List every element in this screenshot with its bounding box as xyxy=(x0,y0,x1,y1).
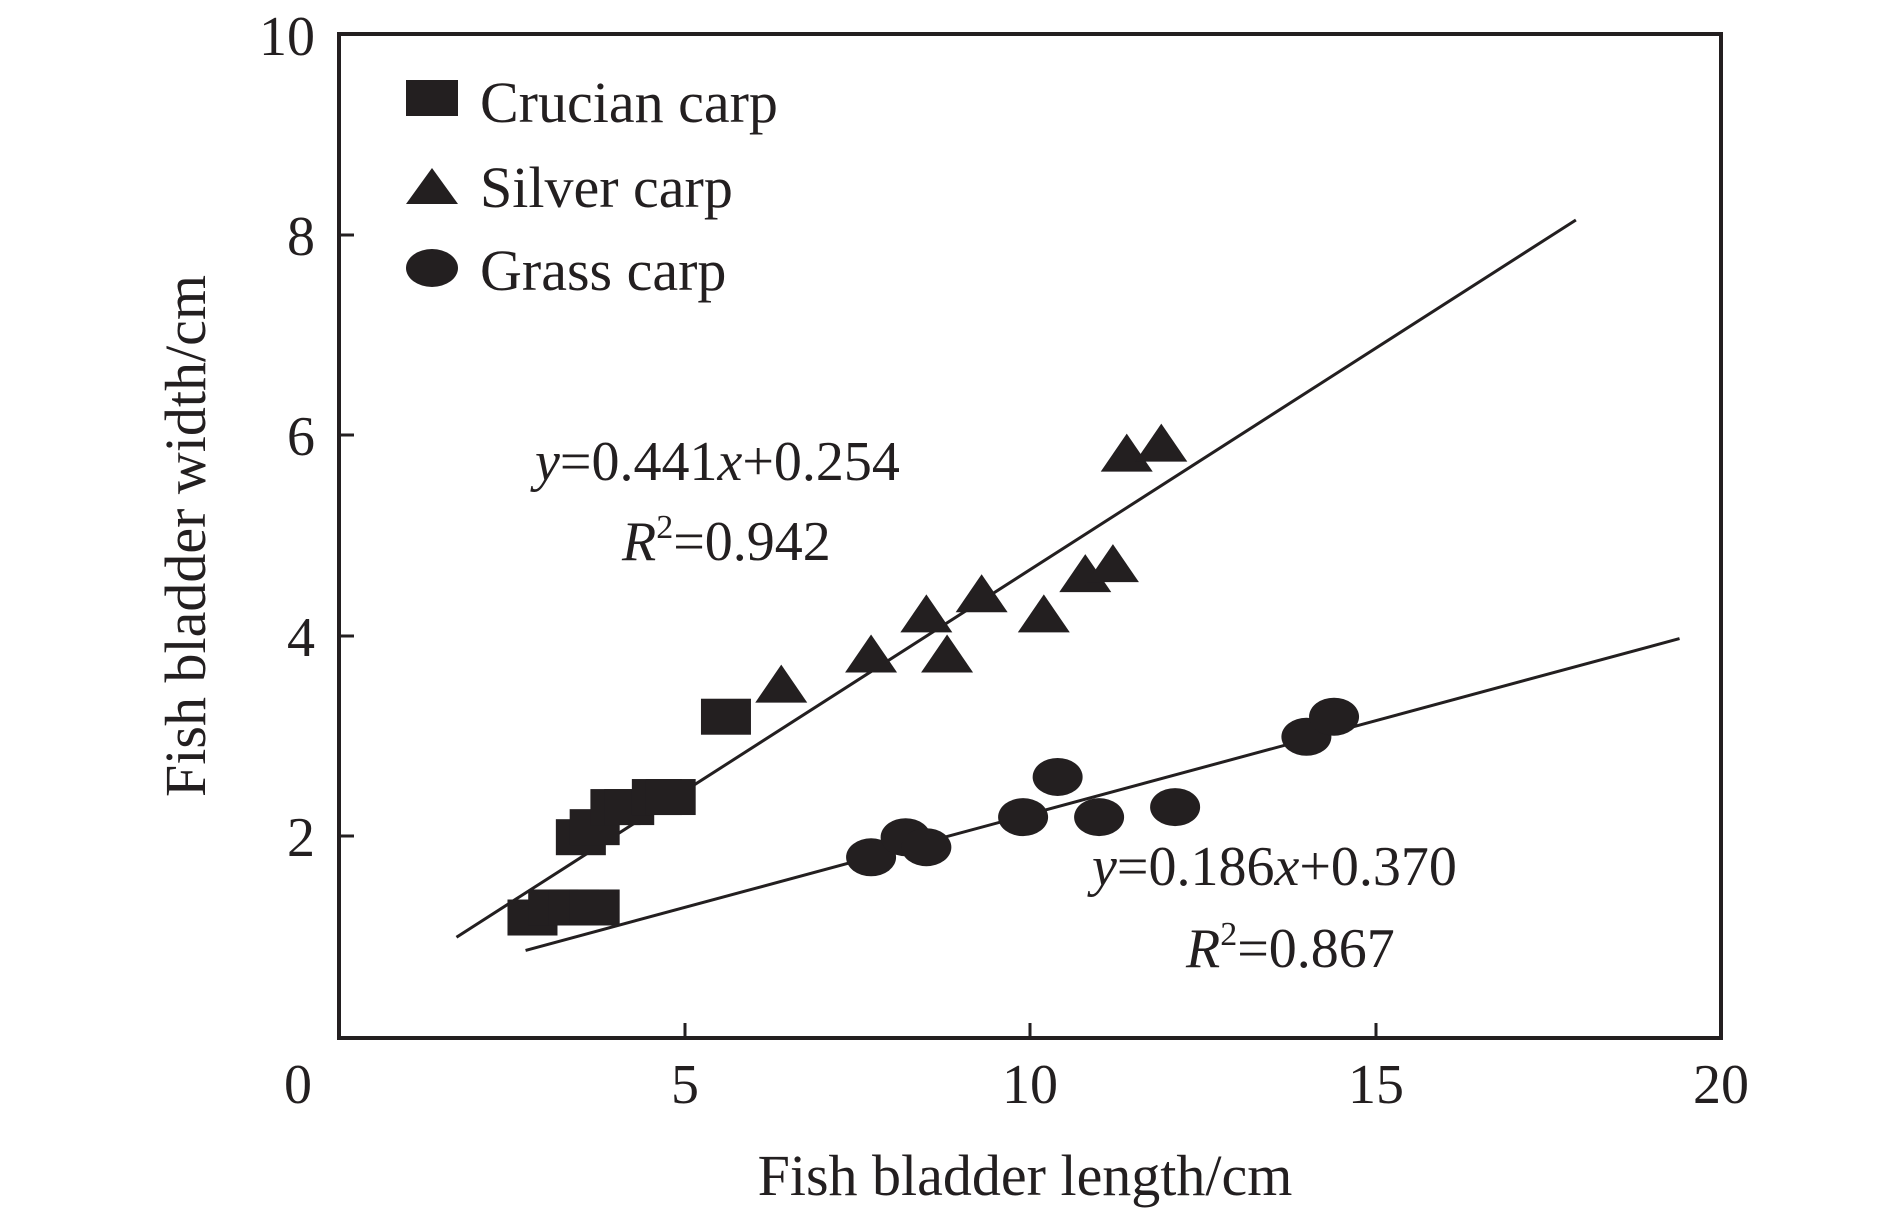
data-point-crucian-carp xyxy=(569,889,620,926)
legend-label-silver-carp: Silver carp xyxy=(480,155,733,220)
legend-label-grass-carp: Grass carp xyxy=(480,238,726,303)
y-axis: 2 4 6 8 10 xyxy=(259,6,354,869)
x-axis: 0 5 10 15 20 xyxy=(284,1023,1749,1116)
data-point-silver-carp xyxy=(921,634,974,673)
y-tick-label: 6 xyxy=(287,406,315,468)
legend: Crucian carp Silver carp Grass carp xyxy=(406,70,778,303)
eq-x-symbol: x xyxy=(716,431,742,493)
legend-marker-circle xyxy=(406,249,458,287)
legend-label-crucian-carp: Crucian carp xyxy=(480,70,778,135)
x-tick-label: 20 xyxy=(1693,1054,1749,1116)
y-tick-label: 10 xyxy=(259,6,315,68)
data-point-silver-carp xyxy=(1100,433,1153,472)
fit-line-grass-carp xyxy=(525,637,1680,952)
x-tick-label: 5 xyxy=(671,1054,699,1116)
r-squared-text: R2=0.942 xyxy=(621,509,831,573)
eq-constant: +0.370 xyxy=(1299,836,1457,898)
r-superscript: 2 xyxy=(656,509,673,546)
data-point-grass-carp xyxy=(1309,697,1360,736)
y-tick-label: 2 xyxy=(287,807,315,869)
legend-marker-triangle xyxy=(406,168,458,204)
y-axis-title: Fish bladder width/cm xyxy=(153,275,218,797)
y-tick-label: 8 xyxy=(287,206,315,268)
eq-y-symbol: y xyxy=(530,431,560,493)
eq-coefficient: =0.186 xyxy=(1117,836,1275,898)
data-point-silver-carp xyxy=(900,594,953,633)
data-point-silver-carp xyxy=(1059,554,1112,593)
x-axis-title: Fish bladder length/cm xyxy=(758,1143,1293,1208)
r-squared-text: R2=0.867 xyxy=(1185,916,1395,980)
data-point-crucian-carp xyxy=(645,779,696,816)
data-point-grass-carp xyxy=(1150,788,1201,827)
data-point-grass-carp xyxy=(998,798,1049,837)
data-point-silver-carp xyxy=(845,634,898,673)
r-symbol: R xyxy=(1185,918,1220,980)
equation-text: y=0.186x+0.370 xyxy=(1087,836,1457,898)
data-point-grass-carp xyxy=(846,838,897,877)
equation-silver-carp: y=0.441x+0.254 R2=0.942 xyxy=(530,431,900,573)
data-point-silver-carp xyxy=(1135,423,1188,462)
eq-coefficient: =0.441 xyxy=(560,431,718,493)
data-points xyxy=(507,423,1360,936)
equation-grass-carp: y=0.186x+0.370 R2=0.867 xyxy=(1087,836,1457,980)
data-point-grass-carp xyxy=(1074,798,1125,837)
data-point-silver-carp xyxy=(1086,544,1139,583)
r-symbol: R xyxy=(621,511,656,573)
r-superscript: 2 xyxy=(1220,916,1237,953)
eq-y-symbol: y xyxy=(1087,836,1117,898)
r-squared-value: =0.867 xyxy=(1237,918,1395,980)
data-point-silver-carp xyxy=(755,664,808,703)
data-point-grass-carp xyxy=(901,828,952,867)
data-point-silver-carp xyxy=(955,574,1008,613)
data-point-silver-carp xyxy=(1017,594,1070,633)
eq-constant: +0.254 xyxy=(742,431,900,493)
equation-text: y=0.441x+0.254 xyxy=(530,431,900,493)
x-tick-label: 15 xyxy=(1348,1054,1404,1116)
y-tick-label: 4 xyxy=(287,607,315,669)
x-tick-label: 0 xyxy=(284,1054,312,1116)
x-tick-label: 10 xyxy=(1002,1054,1058,1116)
data-point-grass-carp xyxy=(1032,757,1083,796)
data-point-crucian-carp xyxy=(700,698,751,735)
legend-marker-square xyxy=(406,80,458,116)
r-squared-value: =0.942 xyxy=(673,511,831,573)
eq-x-symbol: x xyxy=(1273,836,1299,898)
